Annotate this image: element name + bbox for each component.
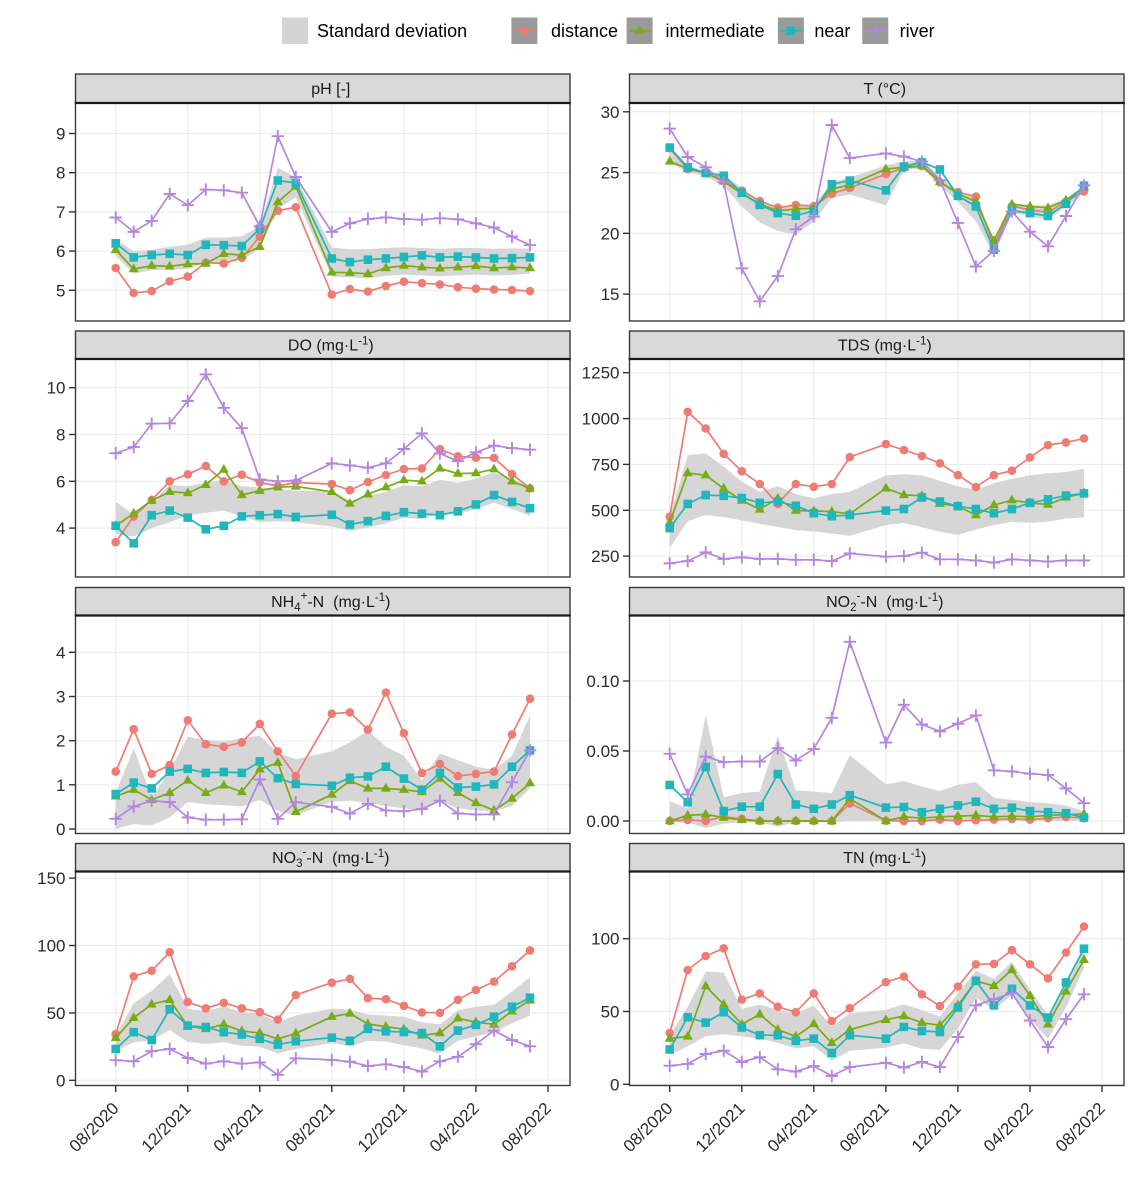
svg-text:TN (mg·L-1): TN (mg·L-1): [843, 848, 926, 867]
svg-text:3: 3: [56, 688, 65, 707]
svg-text:near: near: [814, 21, 850, 41]
svg-text:0.05: 0.05: [586, 742, 619, 761]
svg-text:4: 4: [56, 519, 65, 538]
svg-text:6: 6: [56, 242, 65, 261]
svg-text:6: 6: [56, 472, 65, 491]
svg-text:Standard deviation: Standard deviation: [317, 21, 467, 41]
svg-text:NO3--N (mg·L-1): NO3--N (mg·L-1): [272, 847, 389, 871]
svg-text:8: 8: [56, 426, 65, 445]
svg-text:pH [-]: pH [-]: [311, 81, 350, 98]
svg-text:8: 8: [56, 164, 65, 183]
svg-text:5: 5: [56, 281, 65, 300]
svg-text:10: 10: [47, 379, 66, 398]
svg-text:2: 2: [56, 732, 65, 751]
svg-text:NO2--N (mg·L-1): NO2--N (mg·L-1): [826, 591, 943, 615]
svg-text:500: 500: [591, 501, 619, 520]
svg-text:30: 30: [601, 103, 620, 122]
svg-text:100: 100: [591, 930, 619, 949]
svg-text:NH4+-N (mg·L-1): NH4+-N (mg·L-1): [271, 591, 390, 615]
svg-text:50: 50: [47, 1004, 66, 1023]
svg-text:0: 0: [610, 1075, 619, 1094]
svg-text:4: 4: [56, 643, 65, 662]
svg-text:0: 0: [56, 1071, 65, 1090]
svg-text:250: 250: [591, 547, 619, 566]
svg-text:0.00: 0.00: [586, 812, 619, 831]
svg-text:1250: 1250: [582, 364, 620, 383]
svg-text:1: 1: [56, 776, 65, 795]
svg-text:0: 0: [56, 820, 65, 839]
svg-text:100: 100: [37, 937, 65, 956]
svg-text:TDS (mg·L-1): TDS (mg·L-1): [838, 336, 932, 355]
svg-text:intermediate: intermediate: [666, 21, 765, 41]
svg-text:9: 9: [56, 125, 65, 144]
svg-text:distance: distance: [551, 21, 618, 41]
svg-text:1000: 1000: [582, 410, 620, 429]
svg-text:15: 15: [601, 285, 620, 304]
svg-text:T (°C): T (°C): [864, 81, 907, 98]
svg-text:20: 20: [601, 224, 620, 243]
svg-text:50: 50: [601, 1003, 620, 1022]
svg-text:750: 750: [591, 455, 619, 474]
svg-text:DO (mg·L-1): DO (mg·L-1): [288, 336, 374, 355]
svg-text:river: river: [900, 21, 935, 41]
svg-text:25: 25: [601, 164, 620, 183]
svg-text:0.10: 0.10: [586, 672, 619, 691]
svg-text:150: 150: [37, 869, 65, 888]
svg-text:7: 7: [56, 203, 65, 222]
